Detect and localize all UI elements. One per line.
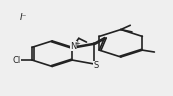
Text: Cl: Cl: [13, 56, 21, 65]
Text: S: S: [94, 61, 99, 70]
Text: +: +: [74, 41, 80, 47]
Text: N: N: [70, 42, 77, 51]
Text: I⁻: I⁻: [19, 13, 27, 22]
